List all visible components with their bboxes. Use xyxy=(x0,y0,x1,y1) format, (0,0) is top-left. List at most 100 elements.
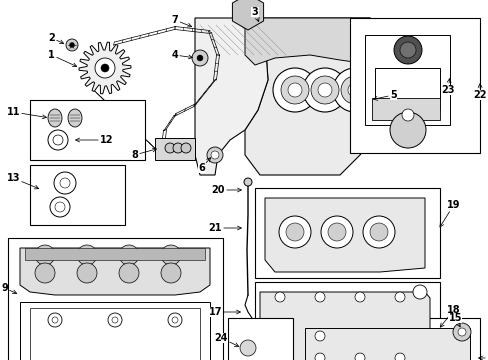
Circle shape xyxy=(55,202,65,212)
Bar xyxy=(254,188,439,278)
Circle shape xyxy=(119,263,139,283)
Text: 7: 7 xyxy=(171,15,191,27)
Text: 4: 4 xyxy=(171,50,192,60)
Circle shape xyxy=(173,143,183,153)
Polygon shape xyxy=(79,42,131,94)
Polygon shape xyxy=(30,308,200,360)
Bar xyxy=(155,138,195,160)
Circle shape xyxy=(314,292,325,302)
Polygon shape xyxy=(260,292,429,360)
Circle shape xyxy=(244,322,254,332)
Text: 10: 10 xyxy=(0,359,1,360)
Circle shape xyxy=(272,68,316,112)
Circle shape xyxy=(161,263,181,283)
Text: 16: 16 xyxy=(0,359,1,360)
Bar xyxy=(8,238,223,360)
Circle shape xyxy=(112,317,118,323)
Circle shape xyxy=(347,83,361,97)
Circle shape xyxy=(412,285,426,299)
Circle shape xyxy=(54,172,76,194)
Circle shape xyxy=(60,178,70,188)
Text: 1: 1 xyxy=(48,50,77,67)
Bar xyxy=(349,18,479,153)
Circle shape xyxy=(389,112,425,148)
Circle shape xyxy=(50,197,70,217)
Bar xyxy=(371,98,439,120)
Circle shape xyxy=(369,223,387,241)
Circle shape xyxy=(362,216,394,248)
Circle shape xyxy=(314,353,325,360)
Bar xyxy=(227,318,292,360)
Circle shape xyxy=(287,83,302,97)
Circle shape xyxy=(340,76,368,104)
Circle shape xyxy=(244,178,251,186)
Circle shape xyxy=(457,328,465,336)
Ellipse shape xyxy=(68,109,82,127)
Text: 19: 19 xyxy=(439,200,460,227)
Ellipse shape xyxy=(48,109,62,127)
Circle shape xyxy=(393,36,421,64)
Circle shape xyxy=(164,143,175,153)
Circle shape xyxy=(77,263,97,283)
Text: 12: 12 xyxy=(76,135,113,145)
Circle shape xyxy=(77,245,97,265)
Text: 23: 23 xyxy=(441,78,454,95)
Bar xyxy=(364,35,449,125)
Circle shape xyxy=(332,68,376,112)
Circle shape xyxy=(452,323,470,341)
Polygon shape xyxy=(20,302,209,360)
Bar xyxy=(30,100,145,160)
Circle shape xyxy=(394,102,420,128)
Circle shape xyxy=(52,317,58,323)
Polygon shape xyxy=(244,18,394,175)
Circle shape xyxy=(66,39,78,51)
Circle shape xyxy=(314,331,325,341)
Text: 8: 8 xyxy=(131,148,156,160)
Circle shape xyxy=(119,245,139,265)
Polygon shape xyxy=(20,248,209,295)
Text: 21: 21 xyxy=(208,223,241,233)
Text: 2: 2 xyxy=(48,33,63,44)
Circle shape xyxy=(35,263,55,283)
Polygon shape xyxy=(195,18,267,175)
Circle shape xyxy=(48,130,68,150)
Text: 9: 9 xyxy=(1,283,17,294)
Polygon shape xyxy=(264,198,424,272)
Polygon shape xyxy=(305,328,469,360)
Circle shape xyxy=(310,76,338,104)
Bar xyxy=(25,248,204,260)
Text: 14: 14 xyxy=(478,353,488,360)
Text: 13: 13 xyxy=(6,173,39,189)
Circle shape xyxy=(401,109,413,121)
Text: 20: 20 xyxy=(211,185,241,195)
Circle shape xyxy=(210,151,219,159)
Circle shape xyxy=(354,292,364,302)
Bar xyxy=(294,318,479,360)
Circle shape xyxy=(285,223,304,241)
Text: 5: 5 xyxy=(373,90,396,100)
Bar xyxy=(374,68,439,110)
Circle shape xyxy=(197,55,203,61)
Text: 15: 15 xyxy=(447,313,461,327)
Polygon shape xyxy=(232,0,263,30)
Circle shape xyxy=(240,340,256,356)
Circle shape xyxy=(303,68,346,112)
Text: 6: 6 xyxy=(198,158,210,173)
Circle shape xyxy=(206,147,223,163)
Circle shape xyxy=(354,353,364,360)
Circle shape xyxy=(192,50,207,66)
Circle shape xyxy=(274,353,285,360)
Bar xyxy=(30,165,125,225)
Text: 18: 18 xyxy=(439,305,460,327)
Circle shape xyxy=(35,245,55,265)
Circle shape xyxy=(172,317,178,323)
Circle shape xyxy=(274,292,285,302)
Circle shape xyxy=(320,216,352,248)
Text: 3: 3 xyxy=(251,7,259,22)
Circle shape xyxy=(161,245,181,265)
Circle shape xyxy=(327,223,346,241)
Circle shape xyxy=(394,353,404,360)
Text: 22: 22 xyxy=(472,84,486,100)
Circle shape xyxy=(53,135,63,145)
Text: 24: 24 xyxy=(214,333,238,346)
